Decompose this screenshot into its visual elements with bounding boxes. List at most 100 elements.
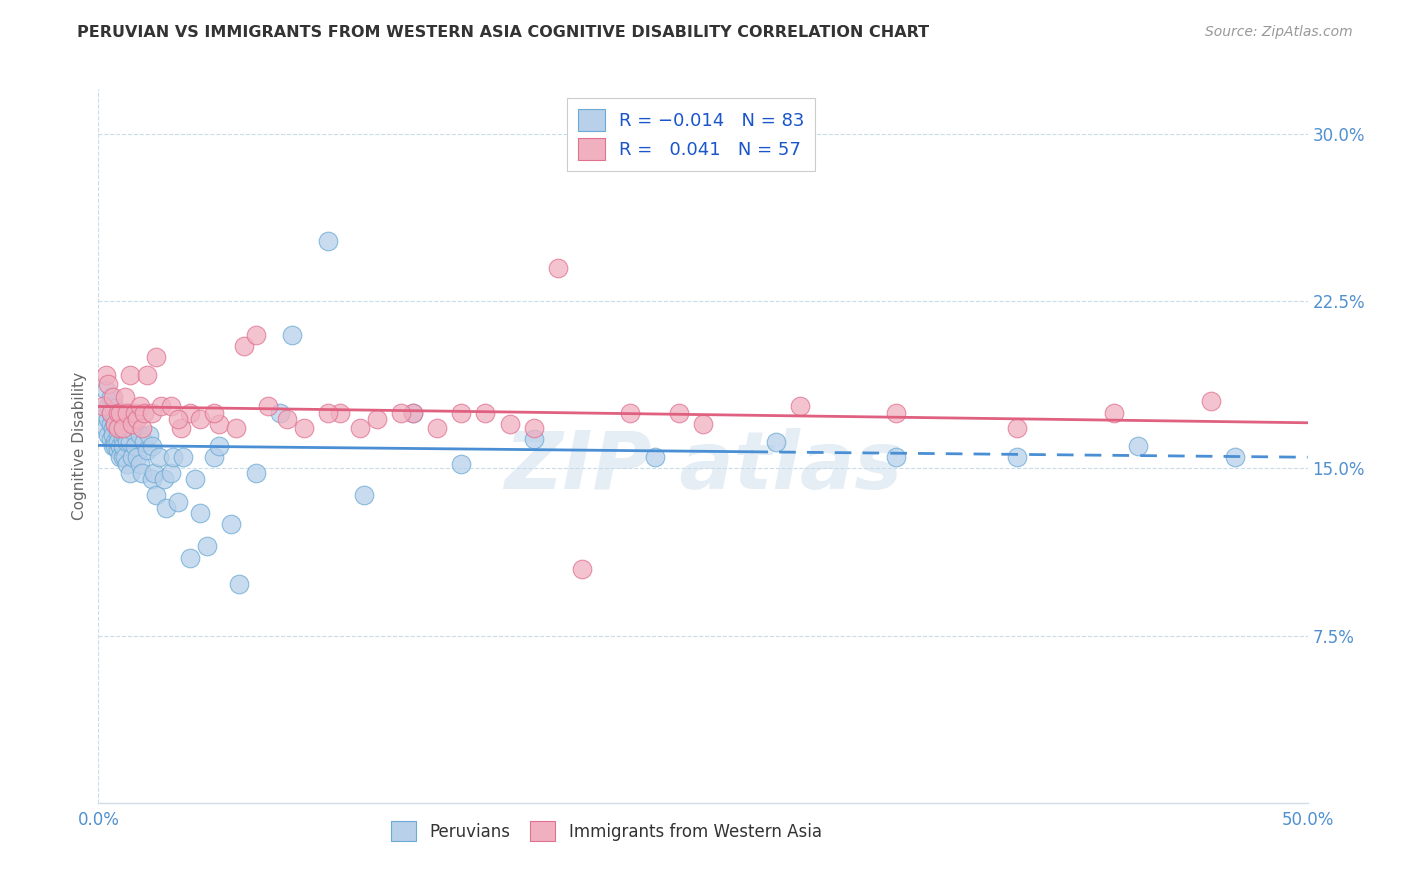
Point (148, 450, 170, 464)
Point (886, 405, 908, 419)
Point (108, 405, 131, 419)
Point (117, 457, 139, 471)
Point (523, 421, 546, 435)
Point (100, 390, 122, 404)
Point (152, 473, 174, 487)
Point (619, 405, 641, 419)
Point (97, 412, 120, 426)
Point (91, 405, 114, 419)
Point (269, 405, 291, 419)
Point (547, 260, 569, 275)
Point (160, 399, 183, 413)
Point (316, 405, 339, 419)
Point (104, 434, 127, 449)
Point (366, 412, 388, 426)
Point (228, 577, 250, 591)
Point (245, 466, 267, 480)
Point (450, 405, 472, 419)
Point (141, 405, 163, 419)
Point (765, 434, 787, 449)
Point (108, 417, 131, 431)
Point (135, 368, 157, 382)
Point (644, 450, 666, 464)
Point (292, 421, 315, 435)
Point (195, 539, 218, 553)
Point (789, 399, 811, 413)
Point (141, 473, 163, 487)
Point (107, 421, 129, 435)
Point (104, 417, 127, 431)
Point (188, 506, 211, 520)
Point (402, 405, 425, 419)
Point (107, 409, 129, 424)
Point (138, 427, 160, 442)
Point (353, 488, 375, 502)
Point (450, 457, 472, 471)
Point (221, 516, 243, 531)
Point (124, 439, 146, 453)
Point (118, 368, 141, 382)
Point (108, 421, 131, 435)
Point (389, 405, 412, 419)
Point (179, 550, 201, 565)
Point (692, 417, 714, 431)
Point (111, 421, 134, 435)
Point (150, 399, 173, 413)
Point (114, 450, 136, 464)
Point (169, 421, 191, 435)
Point (111, 450, 134, 464)
Point (107, 425, 129, 440)
Point (128, 457, 150, 471)
Point (101, 439, 124, 453)
Point (188, 412, 211, 426)
Point (426, 421, 449, 435)
Point (474, 405, 496, 419)
Point (1007, 421, 1029, 435)
Point (91, 399, 114, 413)
Text: Source: ZipAtlas.com: Source: ZipAtlas.com (1205, 25, 1353, 39)
Point (204, 450, 226, 464)
Point (281, 327, 304, 342)
Point (172, 450, 194, 464)
Point (100, 432, 122, 446)
Point (100, 405, 122, 419)
Point (100, 405, 122, 419)
Point (124, 405, 146, 419)
Point (571, 562, 593, 576)
Text: ZIP atlas: ZIP atlas (503, 428, 903, 507)
Point (349, 421, 371, 435)
Point (104, 439, 127, 453)
Point (108, 405, 131, 419)
Point (128, 427, 150, 442)
Point (1199, 394, 1222, 409)
Y-axis label: Cognitive Disability: Cognitive Disability (72, 372, 87, 520)
Point (107, 443, 129, 458)
Point (128, 399, 150, 413)
Point (94, 384, 117, 398)
Point (127, 412, 149, 426)
Point (1223, 450, 1246, 464)
Point (121, 423, 143, 437)
Point (179, 405, 201, 419)
Point (107, 405, 129, 419)
Point (127, 450, 149, 464)
Point (134, 405, 156, 419)
Point (232, 338, 254, 352)
Legend: Peruvians, Immigrants from Western Asia: Peruvians, Immigrants from Western Asia (384, 814, 828, 848)
Point (101, 405, 124, 419)
Point (155, 501, 177, 516)
Point (145, 488, 167, 502)
Point (145, 350, 167, 364)
Point (498, 417, 520, 431)
Point (141, 439, 163, 453)
Point (97, 399, 120, 413)
Point (167, 494, 190, 508)
Point (160, 466, 183, 480)
Point (104, 401, 127, 416)
Point (208, 417, 231, 431)
Point (94, 368, 117, 382)
Point (208, 439, 231, 453)
Point (101, 390, 124, 404)
Point (117, 434, 139, 449)
Point (204, 405, 226, 419)
